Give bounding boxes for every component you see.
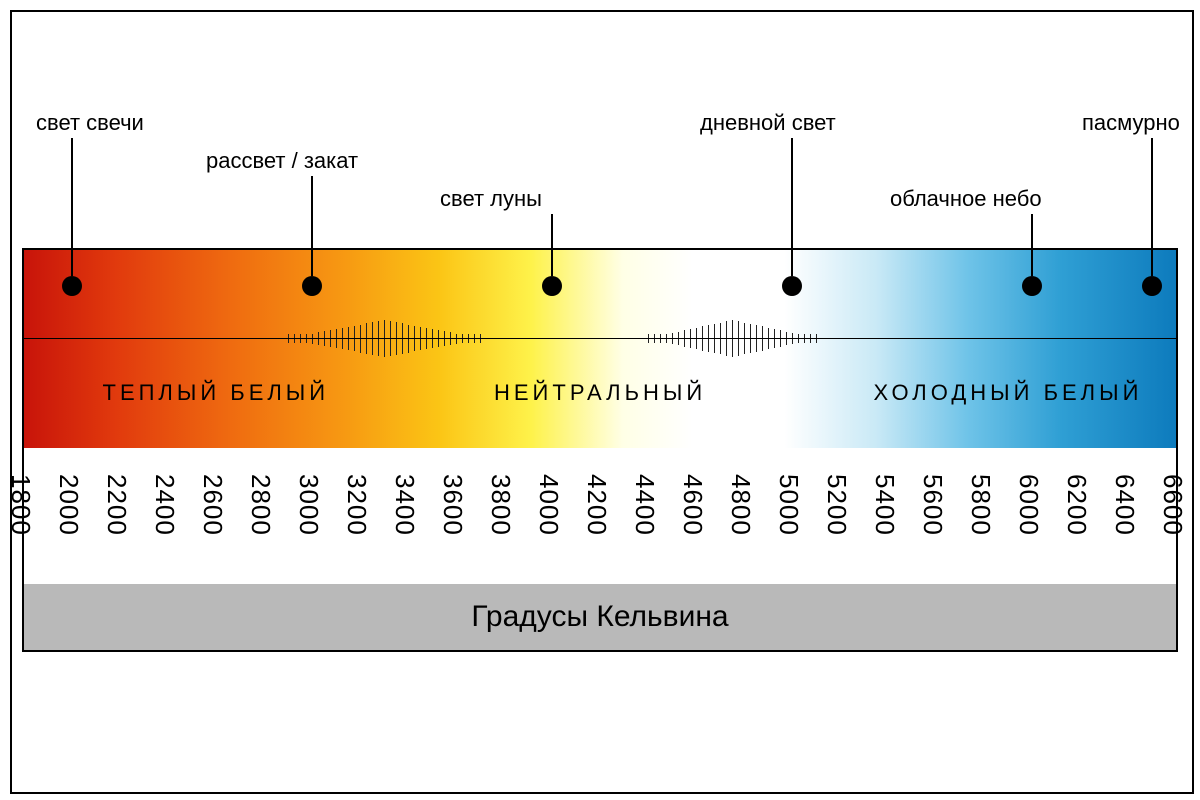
kelvin-tick: 5600 — [917, 474, 948, 536]
kelvin-tick: 2400 — [149, 474, 180, 536]
annotation-leader — [1031, 214, 1033, 276]
kelvin-tick: 4200 — [581, 474, 612, 536]
block-border-left — [22, 248, 24, 650]
kelvin-tick: 3400 — [389, 474, 420, 536]
kelvin-tick: 5800 — [965, 474, 996, 536]
kelvin-tick: 1800 — [5, 474, 36, 536]
region-label: ХОЛОДНЫЙ БЕЛЫЙ — [874, 380, 1143, 406]
annotation-dot — [782, 276, 802, 296]
kelvin-tick: 5400 — [869, 474, 900, 536]
kelvin-tick: 6000 — [1013, 474, 1044, 536]
transition-hatch — [288, 339, 480, 357]
kelvin-tick: 6600 — [1157, 474, 1188, 536]
annotation-dot — [302, 276, 322, 296]
kelvin-tick: 6200 — [1061, 474, 1092, 536]
kelvin-tick: 2000 — [53, 474, 84, 536]
annotation-label: дневной свет — [700, 110, 836, 136]
annotation-leader — [311, 176, 313, 276]
annotation-label: облачное небо — [890, 186, 1042, 212]
kelvin-tick: 4800 — [725, 474, 756, 536]
kelvin-tick: 2200 — [101, 474, 132, 536]
kelvin-tick: 4400 — [629, 474, 660, 536]
annotation-label: рассвет / закат — [206, 148, 358, 174]
kelvin-tick: 5000 — [773, 474, 804, 536]
annotation-label: свет луны — [440, 186, 542, 212]
spectrum-divider — [24, 338, 1176, 339]
footer-caption: Градусы Кельвина — [24, 584, 1176, 650]
annotation-leader — [71, 138, 73, 276]
region-label: ТЕПЛЫЙ БЕЛЫЙ — [103, 380, 330, 406]
block-border-right — [1176, 248, 1178, 650]
kelvin-tick: 4000 — [533, 474, 564, 536]
kelvin-tick: 3600 — [437, 474, 468, 536]
annotation-dot — [1022, 276, 1042, 296]
block-border-bottom — [22, 650, 1178, 652]
annotation-leader — [1151, 138, 1153, 276]
kelvin-tick: 2800 — [245, 474, 276, 536]
kelvin-tick: 3200 — [341, 474, 372, 536]
kelvin-tick: 3800 — [485, 474, 516, 536]
transition-hatch — [288, 320, 480, 338]
annotation-label: пасмурно — [1082, 110, 1180, 136]
transition-hatch — [648, 320, 816, 338]
transition-hatch — [648, 339, 816, 357]
kelvin-tick: 2600 — [197, 474, 228, 536]
annotation-label: свет свечи — [36, 110, 144, 136]
annotation-dot — [542, 276, 562, 296]
color-temperature-spectrum — [24, 248, 1176, 452]
kelvin-tick: 5200 — [821, 474, 852, 536]
annotation-leader — [551, 214, 553, 276]
annotation-dot — [62, 276, 82, 296]
annotation-leader — [791, 138, 793, 276]
kelvin-tick: 3000 — [293, 474, 324, 536]
annotation-dot — [1142, 276, 1162, 296]
kelvin-tick: 6400 — [1109, 474, 1140, 536]
region-label: НЕЙТРАЛЬНЫЙ — [494, 380, 706, 406]
kelvin-tick: 4600 — [677, 474, 708, 536]
